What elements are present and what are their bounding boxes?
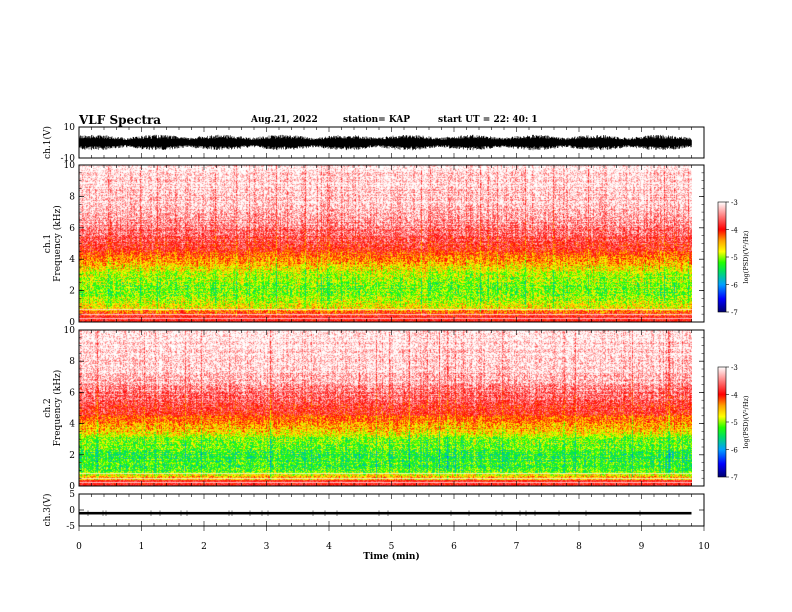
- x-tick-label: 0: [76, 542, 82, 552]
- y-tick-label: 4: [69, 255, 75, 265]
- colorbar-tick-label: -4: [731, 227, 738, 235]
- date-label: Aug.21, 2022: [251, 115, 318, 125]
- y-tick-label: -5: [66, 522, 75, 532]
- y-tick-label: 6: [69, 224, 75, 234]
- start-time-label: start UT = 22: 40: 1: [438, 115, 538, 125]
- y-tick-label: -10: [61, 154, 76, 164]
- y-tick-label: 10: [64, 326, 76, 336]
- y-tick-label: 10: [64, 123, 76, 133]
- colorbar-tick-label: -5: [731, 419, 738, 427]
- colorbar-label: log(PSD)(V²/Hz): [742, 230, 750, 283]
- colorbar-ch2-spectrogram: [717, 366, 727, 478]
- x-tick-label: 9: [639, 542, 645, 552]
- y-axis-label: Frequency (kHz): [52, 370, 63, 447]
- y-axis-label: Frequency (kHz): [52, 205, 63, 282]
- colorbar-tick-label: -6: [731, 447, 738, 455]
- colorbar-tick-label: -4: [731, 392, 738, 400]
- x-tick-label: 2: [201, 542, 207, 552]
- colorbar-tick-label: -5: [731, 254, 738, 262]
- x-axis-label: Time (min): [363, 551, 420, 562]
- ch3-waveform-spikes: [87, 510, 641, 516]
- colorbar-tick-label: -3: [731, 364, 738, 372]
- ch3-waveform-trace: [79, 511, 692, 515]
- y-tick-label: 6: [69, 388, 75, 398]
- x-tick-label: 5: [389, 542, 395, 552]
- y-tick-label: 8: [69, 192, 75, 202]
- colorbar-tick-label: -7: [731, 474, 738, 482]
- y-tick-label: 8: [69, 357, 75, 367]
- y-tick-label: 0: [69, 318, 75, 328]
- y-tick-label: 5: [69, 490, 75, 500]
- station-label: station= KAP: [343, 115, 411, 125]
- spectrogram-image-ch1-spectrogram: [79, 165, 692, 322]
- colorbar-ch1-spectrogram: [717, 201, 727, 313]
- y-tick-label: 2: [69, 287, 75, 297]
- x-tick-label: 7: [514, 542, 520, 552]
- colorbar-label: log(PSD)(V²/Hz): [742, 395, 750, 448]
- x-tick-label: 3: [264, 542, 270, 552]
- x-tick-label: 4: [326, 542, 332, 552]
- colorbar-tick-label: -7: [731, 309, 738, 317]
- y-tick-label: 0: [69, 506, 75, 516]
- y-axis-label: ch.2: [43, 398, 53, 417]
- y-axis-label: ch.1: [43, 234, 53, 253]
- figure-title: VLF Spectra: [79, 113, 162, 127]
- spectrogram-image-ch2-spectrogram: [79, 330, 692, 486]
- y-axis-label: ch.3(V): [42, 494, 53, 527]
- y-tick-label: 0: [69, 482, 75, 492]
- y-tick-label: 4: [69, 420, 75, 430]
- x-tick-label: 8: [576, 542, 582, 552]
- x-tick-label: 10: [698, 542, 710, 552]
- y-tick-label: 10: [64, 161, 76, 171]
- ch1-waveform-trace: [78, 134, 692, 151]
- x-tick-label: 6: [451, 542, 457, 552]
- colorbar-tick-label: -3: [731, 199, 738, 207]
- y-tick-label: 2: [69, 451, 75, 461]
- y-axis-label: ch.1(V): [42, 126, 53, 159]
- colorbar-tick-label: -6: [731, 282, 738, 290]
- x-tick-label: 1: [139, 542, 145, 552]
